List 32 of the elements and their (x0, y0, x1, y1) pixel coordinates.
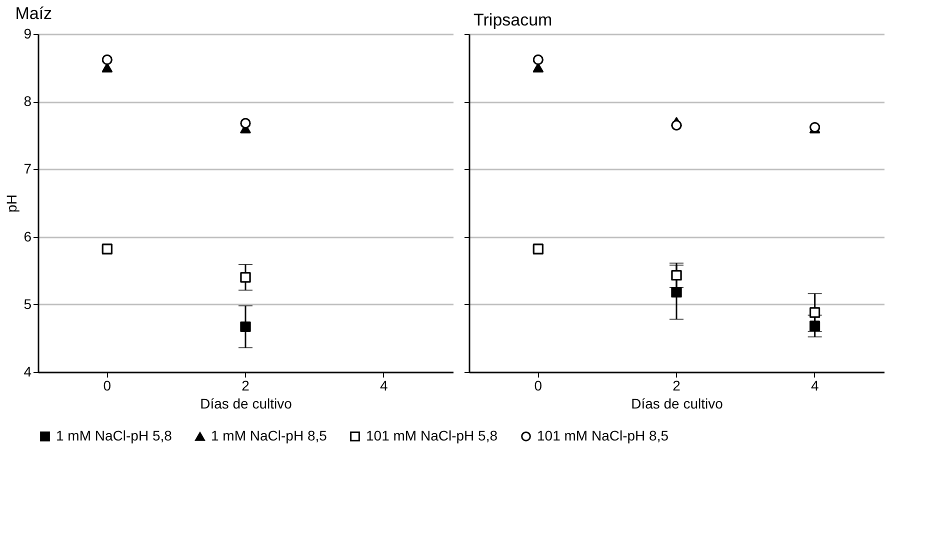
point (810, 307, 820, 318)
point (532, 63, 544, 72)
y-tick-label: 7 (24, 160, 32, 177)
point (240, 272, 251, 283)
y-tick-label: 5 (24, 296, 32, 312)
point (671, 120, 682, 130)
legend-label: 1 mM NaCl-pH 8,5 (211, 428, 328, 444)
y-tick-label: 6 (24, 228, 32, 244)
point (532, 54, 544, 65)
point (240, 118, 251, 128)
y-axis-title: pH (4, 194, 20, 212)
point (810, 320, 820, 332)
y-tick-label: 8 (24, 93, 32, 110)
y-tick-label: 4 (24, 364, 32, 380)
x-tick-label: 2 (672, 378, 681, 394)
y-tick-label: 9 (24, 26, 32, 42)
x-tick-label: 0 (103, 378, 112, 394)
x-tick-label: 0 (534, 378, 542, 394)
point (102, 63, 112, 72)
x-tick-label: 4 (380, 378, 388, 394)
x-tick-label: 2 (242, 378, 250, 394)
point (671, 287, 682, 298)
point (671, 270, 682, 281)
chart-title: Tripsacum (474, 10, 552, 30)
chart-title: Maíz (15, 4, 52, 23)
legend-label: 101 mM NaCl-pH 5,8 (366, 427, 498, 444)
legend-label: 1 mM NaCl-pH 5,8 (56, 427, 172, 444)
x-tick-label: 4 (810, 378, 819, 394)
x-axis-title: Días de cultivo (631, 396, 724, 412)
legend-label: 101 mM NaCl-pH 8,5 (537, 427, 669, 444)
point (102, 54, 112, 65)
x-axis-title: Días de cultivo (200, 396, 292, 412)
